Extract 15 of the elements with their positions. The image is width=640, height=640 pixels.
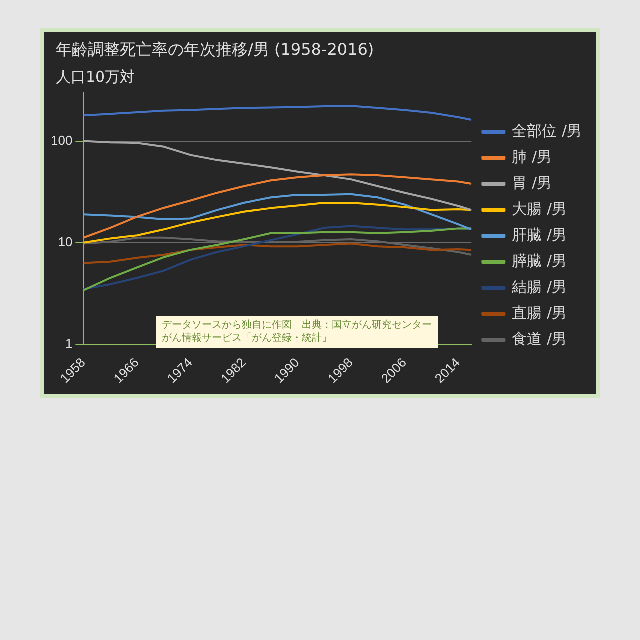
chart-title: 年齢調整死亡率の年次推移/男 (1958-2016) [56,40,374,61]
y-axis-title: 人口10万対 [56,68,136,87]
y-tick-label: 100 [50,132,73,148]
legend-label: 肝臓 /男 [512,226,568,244]
legend-label: 結腸 /男 [511,278,568,296]
legend-label: 大腸 /男 [512,200,568,218]
y-tick-label: 10 [58,234,73,250]
legend-label: 全部位 /男 [512,122,582,140]
annotation: データソースから独自に作図 出典：国立がん研究センターがん情報サービス「がん登録・統計」 [156,316,438,348]
y-tick-label: 1 [65,336,73,352]
legend-label: 肺 /男 [512,148,552,166]
legend-label: 膵臓 /男 [512,252,568,270]
legend-label: 胃 /男 [512,174,552,192]
legend-label: 食道 /男 [512,330,568,348]
legend-label: 直腸 /男 [512,304,568,322]
